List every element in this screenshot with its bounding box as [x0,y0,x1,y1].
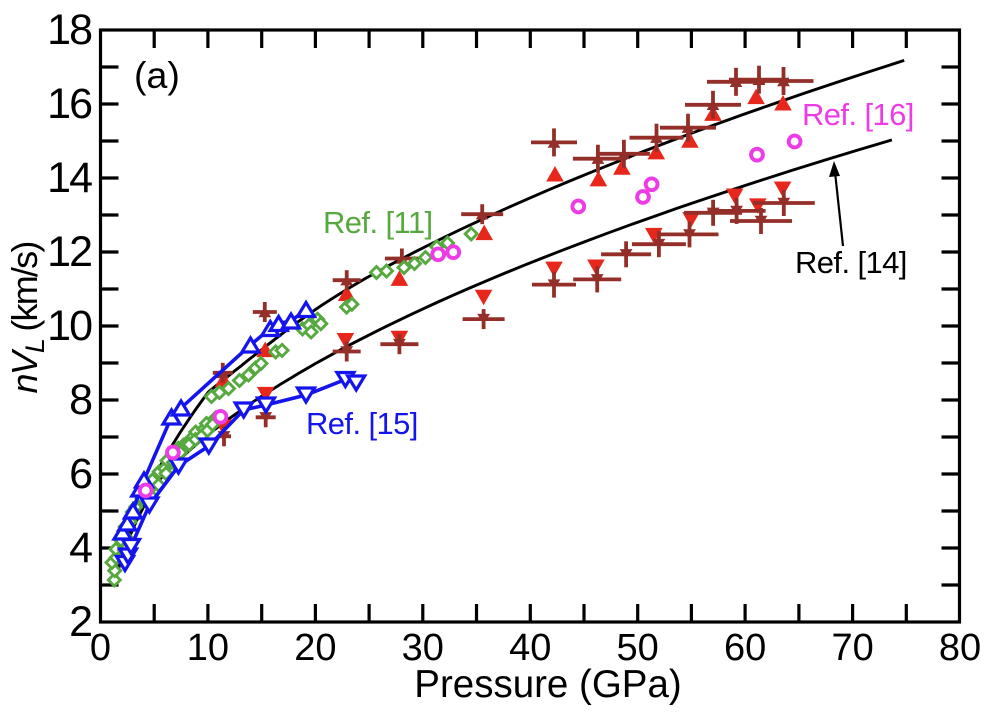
svg-text:4: 4 [69,524,92,572]
svg-text:40: 40 [509,627,551,669]
svg-text:10: 10 [187,627,229,669]
svg-text:nVL (km/s): nVL (km/s) [4,242,50,393]
svg-text:80: 80 [939,627,981,669]
svg-text:8: 8 [69,376,92,424]
svg-text:60: 60 [724,627,766,669]
svg-text:70: 70 [831,627,873,669]
svg-text:18: 18 [47,6,92,54]
svg-text:Ref. [11]: Ref. [11] [323,205,432,240]
svg-text:12: 12 [47,228,91,276]
svg-text:50: 50 [617,627,659,669]
svg-text:6: 6 [69,450,92,498]
svg-text:0: 0 [90,627,111,669]
svg-text:14: 14 [47,154,92,202]
svg-text:Ref. [16]: Ref. [16] [802,97,914,132]
svg-text:30: 30 [402,627,444,669]
svg-text:(a): (a) [134,54,180,96]
svg-text:20: 20 [294,627,336,669]
svg-text:Pressure (GPa): Pressure (GPa) [414,663,681,706]
svg-text:Ref. [15]: Ref. [15] [306,406,418,441]
svg-text:Ref. [14]: Ref. [14] [795,245,907,280]
svg-text:10: 10 [47,302,92,350]
svg-text:16: 16 [47,80,92,128]
svg-text:2: 2 [69,598,91,646]
